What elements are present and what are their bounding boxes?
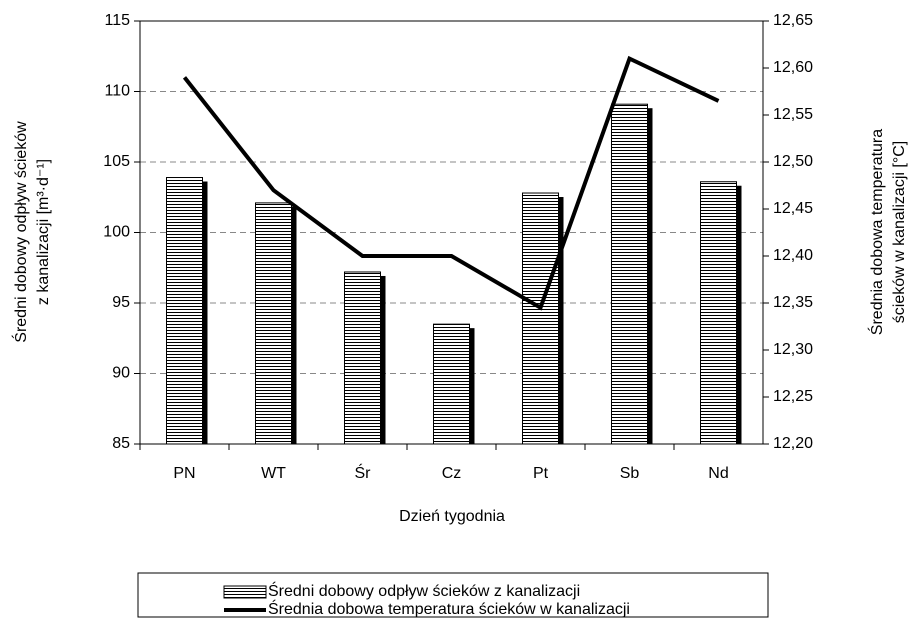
x-tick-label: Nd bbox=[708, 465, 728, 482]
y2-tick-label: 12,25 bbox=[773, 388, 813, 405]
bar bbox=[700, 181, 737, 445]
bar bbox=[166, 177, 203, 445]
y-axis-title: z kanalizacji [m³·d⁻¹] bbox=[35, 159, 52, 305]
x-tick-label: Cz bbox=[442, 465, 462, 482]
y-tick-label: 100 bbox=[103, 224, 130, 241]
y-tick-label: 95 bbox=[112, 294, 130, 311]
y2-tick-label: 12,35 bbox=[773, 294, 813, 311]
x-tick-label: Śr bbox=[355, 463, 372, 482]
x-tick-label: Sb bbox=[620, 465, 640, 482]
legend-label: Średnia dobowa temperatura ścieków w kan… bbox=[268, 599, 630, 618]
y2-axis-title: ścieków w kanalizacji [°C] bbox=[891, 141, 908, 323]
bar bbox=[522, 192, 559, 445]
y2-axis-title: Średnia dobowa temperatura bbox=[867, 129, 886, 335]
y2-tick-label: 12,65 bbox=[773, 12, 813, 29]
y2-tick-label: 12,45 bbox=[773, 200, 813, 217]
y2-tick-label: 12,20 bbox=[773, 435, 813, 452]
x-axis-title: Dzień tygodnia bbox=[399, 508, 505, 525]
y2-tick-label: 12,50 bbox=[773, 153, 813, 170]
bar bbox=[255, 202, 292, 445]
y-axis-title: Średni dobowy odpływ ścieków bbox=[11, 121, 30, 343]
bar bbox=[611, 103, 648, 445]
x-tick-label: PN bbox=[173, 465, 195, 482]
y-tick-label: 115 bbox=[104, 12, 130, 29]
y-tick-label: 110 bbox=[104, 83, 130, 100]
y-tick-label: 90 bbox=[112, 365, 130, 382]
x-tick-label: Pt bbox=[533, 465, 549, 482]
legend-label: Średni dobowy odpływ ścieków z kanalizac… bbox=[268, 581, 580, 600]
y2-tick-label: 12,40 bbox=[773, 247, 813, 264]
bar bbox=[433, 323, 470, 445]
y-tick-label: 105 bbox=[103, 153, 130, 170]
y2-tick-label: 12,55 bbox=[773, 106, 813, 123]
y-tick-label: 85 bbox=[112, 435, 130, 452]
bar bbox=[344, 271, 381, 445]
x-tick-label: WT bbox=[261, 465, 286, 482]
y2-tick-label: 12,60 bbox=[773, 59, 813, 76]
line bbox=[182, 55, 720, 311]
y2-tick-label: 12,30 bbox=[773, 341, 813, 358]
legend-swatch bbox=[223, 585, 267, 599]
